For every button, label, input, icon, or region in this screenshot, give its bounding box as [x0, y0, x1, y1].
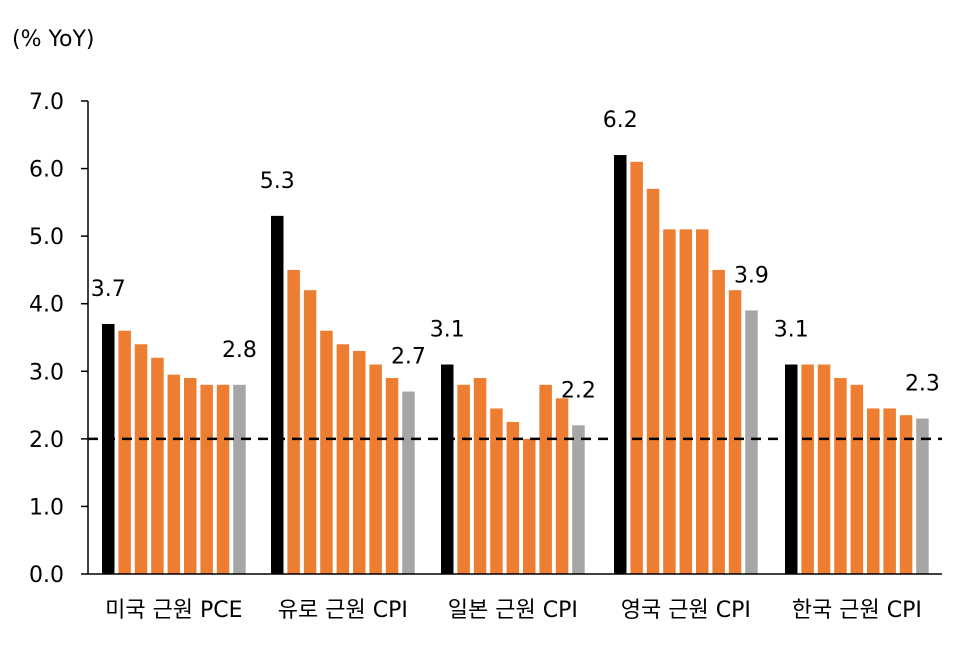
- bar: [473, 378, 487, 574]
- bar: [745, 310, 758, 574]
- bar: [834, 378, 847, 574]
- bar: [457, 384, 470, 574]
- data-label: 3.9: [734, 263, 769, 288]
- bar: [679, 229, 693, 574]
- bar: [303, 290, 317, 574]
- bar: [385, 378, 399, 574]
- bar: [696, 229, 709, 574]
- bar: [867, 408, 880, 574]
- y-axis-label: (% YoY): [12, 27, 94, 52]
- bar: [167, 374, 181, 574]
- bar: [287, 269, 300, 574]
- category-label: 일본 근원 CPI: [448, 598, 578, 623]
- bar: [523, 438, 536, 574]
- bar: [233, 384, 246, 574]
- y-tick-label: 6.0: [29, 158, 64, 183]
- data-label: 2.8: [222, 338, 257, 363]
- bar: [850, 384, 864, 574]
- bars: [102, 155, 929, 575]
- bar: [102, 323, 115, 574]
- category-label: 영국 근원 CPI: [621, 598, 751, 623]
- data-label: 3.1: [774, 318, 809, 343]
- bar: [506, 421, 520, 574]
- bar: [555, 398, 569, 574]
- bar: [916, 418, 929, 574]
- data-label: 3.1: [430, 318, 465, 343]
- data-label: 2.7: [391, 345, 426, 370]
- y-tick-label: 2.0: [29, 428, 64, 453]
- bar: [614, 155, 627, 575]
- bar: [817, 364, 831, 574]
- bar: [646, 188, 660, 575]
- category-label: 한국 근원 CPI: [792, 598, 922, 623]
- bar: [151, 357, 164, 574]
- data-label: 3.7: [91, 277, 126, 302]
- bar: [320, 330, 333, 574]
- bar: [785, 364, 798, 574]
- bar: [630, 161, 643, 575]
- bar: [402, 391, 415, 574]
- bar: [118, 330, 131, 574]
- y-axis-ticks: 0.0 1.0 2.0 3.0 4.0 5.0 6.0 7.0: [29, 90, 88, 588]
- y-tick-label: 3.0: [29, 360, 64, 385]
- bar: [216, 384, 230, 574]
- bar: [899, 415, 913, 574]
- bar: [184, 378, 197, 574]
- bar: [883, 408, 896, 574]
- data-label: 2.3: [905, 372, 940, 397]
- bar: [712, 269, 725, 574]
- bar: [572, 425, 585, 574]
- bar: [539, 384, 552, 574]
- y-tick-label: 5.0: [29, 225, 64, 250]
- category-label: 미국 근원 PCE: [105, 598, 242, 623]
- bar: [801, 364, 814, 574]
- data-label: 6.2: [603, 108, 638, 133]
- bar: [728, 290, 742, 574]
- data-label: 2.2: [561, 378, 596, 403]
- y-tick-label: 7.0: [29, 90, 64, 115]
- bar: [200, 384, 213, 574]
- category-label: 유로 근원 CPI: [278, 598, 408, 623]
- bar: [271, 215, 284, 574]
- bar: [336, 344, 350, 574]
- bar: [490, 408, 503, 574]
- bar: [441, 364, 454, 574]
- bar: [353, 351, 366, 574]
- category-labels: 미국 근원 PCE 유로 근원 CPI 일본 근원 CPI 영국 근원 CPI 한국 근…: [105, 598, 922, 623]
- y-tick-label: 4.0: [29, 293, 64, 318]
- y-tick-label: 0.0: [29, 563, 64, 588]
- y-tick-label: 1.0: [29, 495, 64, 520]
- bar: [663, 229, 676, 574]
- data-label: 5.3: [260, 169, 295, 194]
- bar: [369, 364, 382, 574]
- data-labels: 3.72.85.32.73.12.26.23.93.12.3: [91, 108, 940, 403]
- bar: [134, 344, 148, 574]
